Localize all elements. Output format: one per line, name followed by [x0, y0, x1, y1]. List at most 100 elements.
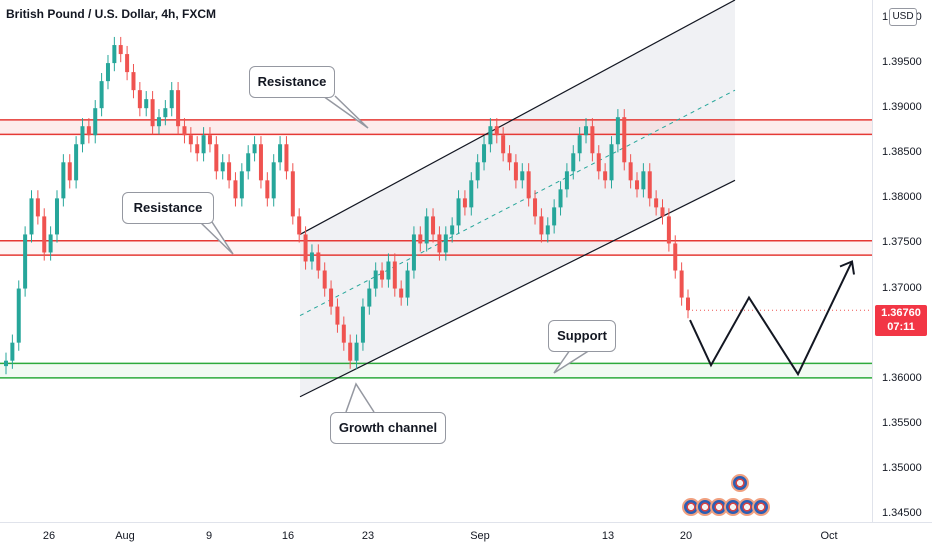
- candle-body: [150, 99, 155, 127]
- candle-body: [23, 234, 28, 289]
- candle-body: [380, 270, 385, 280]
- candle-body: [144, 99, 149, 109]
- candle-body: [74, 144, 79, 181]
- time-tick-label: 9: [205, 530, 213, 542]
- candle-body: [526, 171, 531, 199]
- growth-channel-note[interactable]: Growth channel: [330, 412, 446, 444]
- price-tick-label: 1.37000: [882, 281, 922, 294]
- time-tick-label: 16: [281, 530, 295, 542]
- candle-body: [214, 144, 219, 172]
- candle-body: [405, 270, 410, 298]
- time-tick-label: Sep: [470, 530, 490, 542]
- support-zone-fill: [0, 363, 872, 378]
- candle-body: [482, 144, 487, 163]
- candle-body: [322, 270, 327, 289]
- candle-body: [571, 153, 576, 172]
- economic-events[interactable]: [680, 472, 770, 522]
- candle-body: [615, 117, 620, 145]
- currency-button[interactable]: USD: [889, 8, 917, 26]
- candle-body: [284, 144, 289, 172]
- candle-body: [309, 252, 314, 262]
- candle-body: [348, 342, 353, 361]
- candle-body: [507, 153, 512, 163]
- support-note-pointer: [553, 349, 591, 374]
- time-axis[interactable]: [0, 522, 932, 551]
- candle-body: [564, 171, 569, 190]
- candle-body: [392, 261, 397, 289]
- resistance-zone-upper-fill: [0, 119, 872, 135]
- forecast-path: [689, 261, 853, 377]
- candle-body: [163, 108, 168, 118]
- time-tick-label: Aug: [115, 530, 135, 542]
- event-flag-icon[interactable]: [731, 474, 749, 492]
- growth-channel-area: [300, 0, 735, 397]
- price-tick-label: 1.36000: [882, 371, 922, 384]
- candle-body: [635, 180, 640, 190]
- candle-body: [112, 45, 117, 64]
- candle-body: [367, 288, 372, 307]
- resistance-zone-lower-fill: [0, 240, 872, 256]
- price-tick-label: 1.34500: [882, 507, 922, 519]
- candle-body: [4, 360, 8, 367]
- candle-body: [201, 135, 206, 154]
- price-tick-label: 1.35000: [882, 461, 922, 474]
- candle-body: [584, 126, 589, 136]
- candle-body: [80, 126, 85, 145]
- candle-body: [131, 72, 136, 91]
- candle-body: [246, 153, 251, 172]
- candle-body: [539, 216, 544, 235]
- candle-body: [35, 198, 40, 217]
- growth-channel-note-pointer: [345, 382, 375, 413]
- support-note[interactable]: Support: [548, 320, 616, 352]
- price-tick-label: 1.35500: [882, 416, 922, 429]
- candle-body: [10, 342, 15, 361]
- candle-body: [258, 144, 263, 181]
- candle-body: [48, 234, 53, 253]
- candle-body: [431, 216, 436, 235]
- candle-body: [61, 162, 66, 199]
- candle-body: [105, 63, 110, 82]
- candle-body: [252, 144, 257, 154]
- candle-body: [494, 126, 499, 136]
- resistance-note-upper[interactable]: Resistance: [249, 66, 335, 98]
- candle-body: [666, 216, 671, 244]
- price-axis[interactable]: [872, 0, 932, 522]
- candle-body: [424, 216, 429, 244]
- candle-body: [278, 144, 283, 163]
- forecast-arrowhead: [839, 260, 855, 275]
- candle-body: [660, 207, 665, 217]
- channel-upper-line: [299, 0, 736, 235]
- candle-body: [125, 54, 130, 73]
- candle-body: [386, 261, 391, 280]
- candle-body: [533, 198, 538, 217]
- time-tick-label: 13: [601, 530, 615, 542]
- candle-body: [628, 162, 633, 181]
- candle-body: [641, 171, 646, 190]
- candle-body: [182, 126, 187, 136]
- resistance-note-upper-pointer: [322, 95, 369, 129]
- candle-body: [456, 198, 461, 226]
- candle-body: [303, 234, 308, 262]
- candle-countdown: 07:11: [887, 321, 915, 333]
- candle-body: [475, 162, 480, 181]
- candle-body: [220, 162, 225, 172]
- candle-body: [558, 189, 563, 208]
- candle-body: [329, 288, 334, 307]
- candle-body: [341, 324, 346, 343]
- candle-body: [654, 198, 659, 208]
- candle-body: [590, 126, 595, 154]
- candle-body: [156, 117, 161, 127]
- price-tick-label: 1.39000: [882, 101, 922, 114]
- candle-body: [227, 162, 232, 181]
- candle-body: [443, 234, 448, 253]
- candle-body: [54, 198, 59, 235]
- resistance-note-lower[interactable]: Resistance: [122, 192, 214, 224]
- candle-body: [399, 288, 404, 298]
- candle-body: [86, 126, 91, 136]
- candle-body: [437, 234, 442, 253]
- event-flag-icon[interactable]: [752, 498, 770, 516]
- candle-body: [42, 216, 47, 253]
- candle-body: [118, 45, 123, 55]
